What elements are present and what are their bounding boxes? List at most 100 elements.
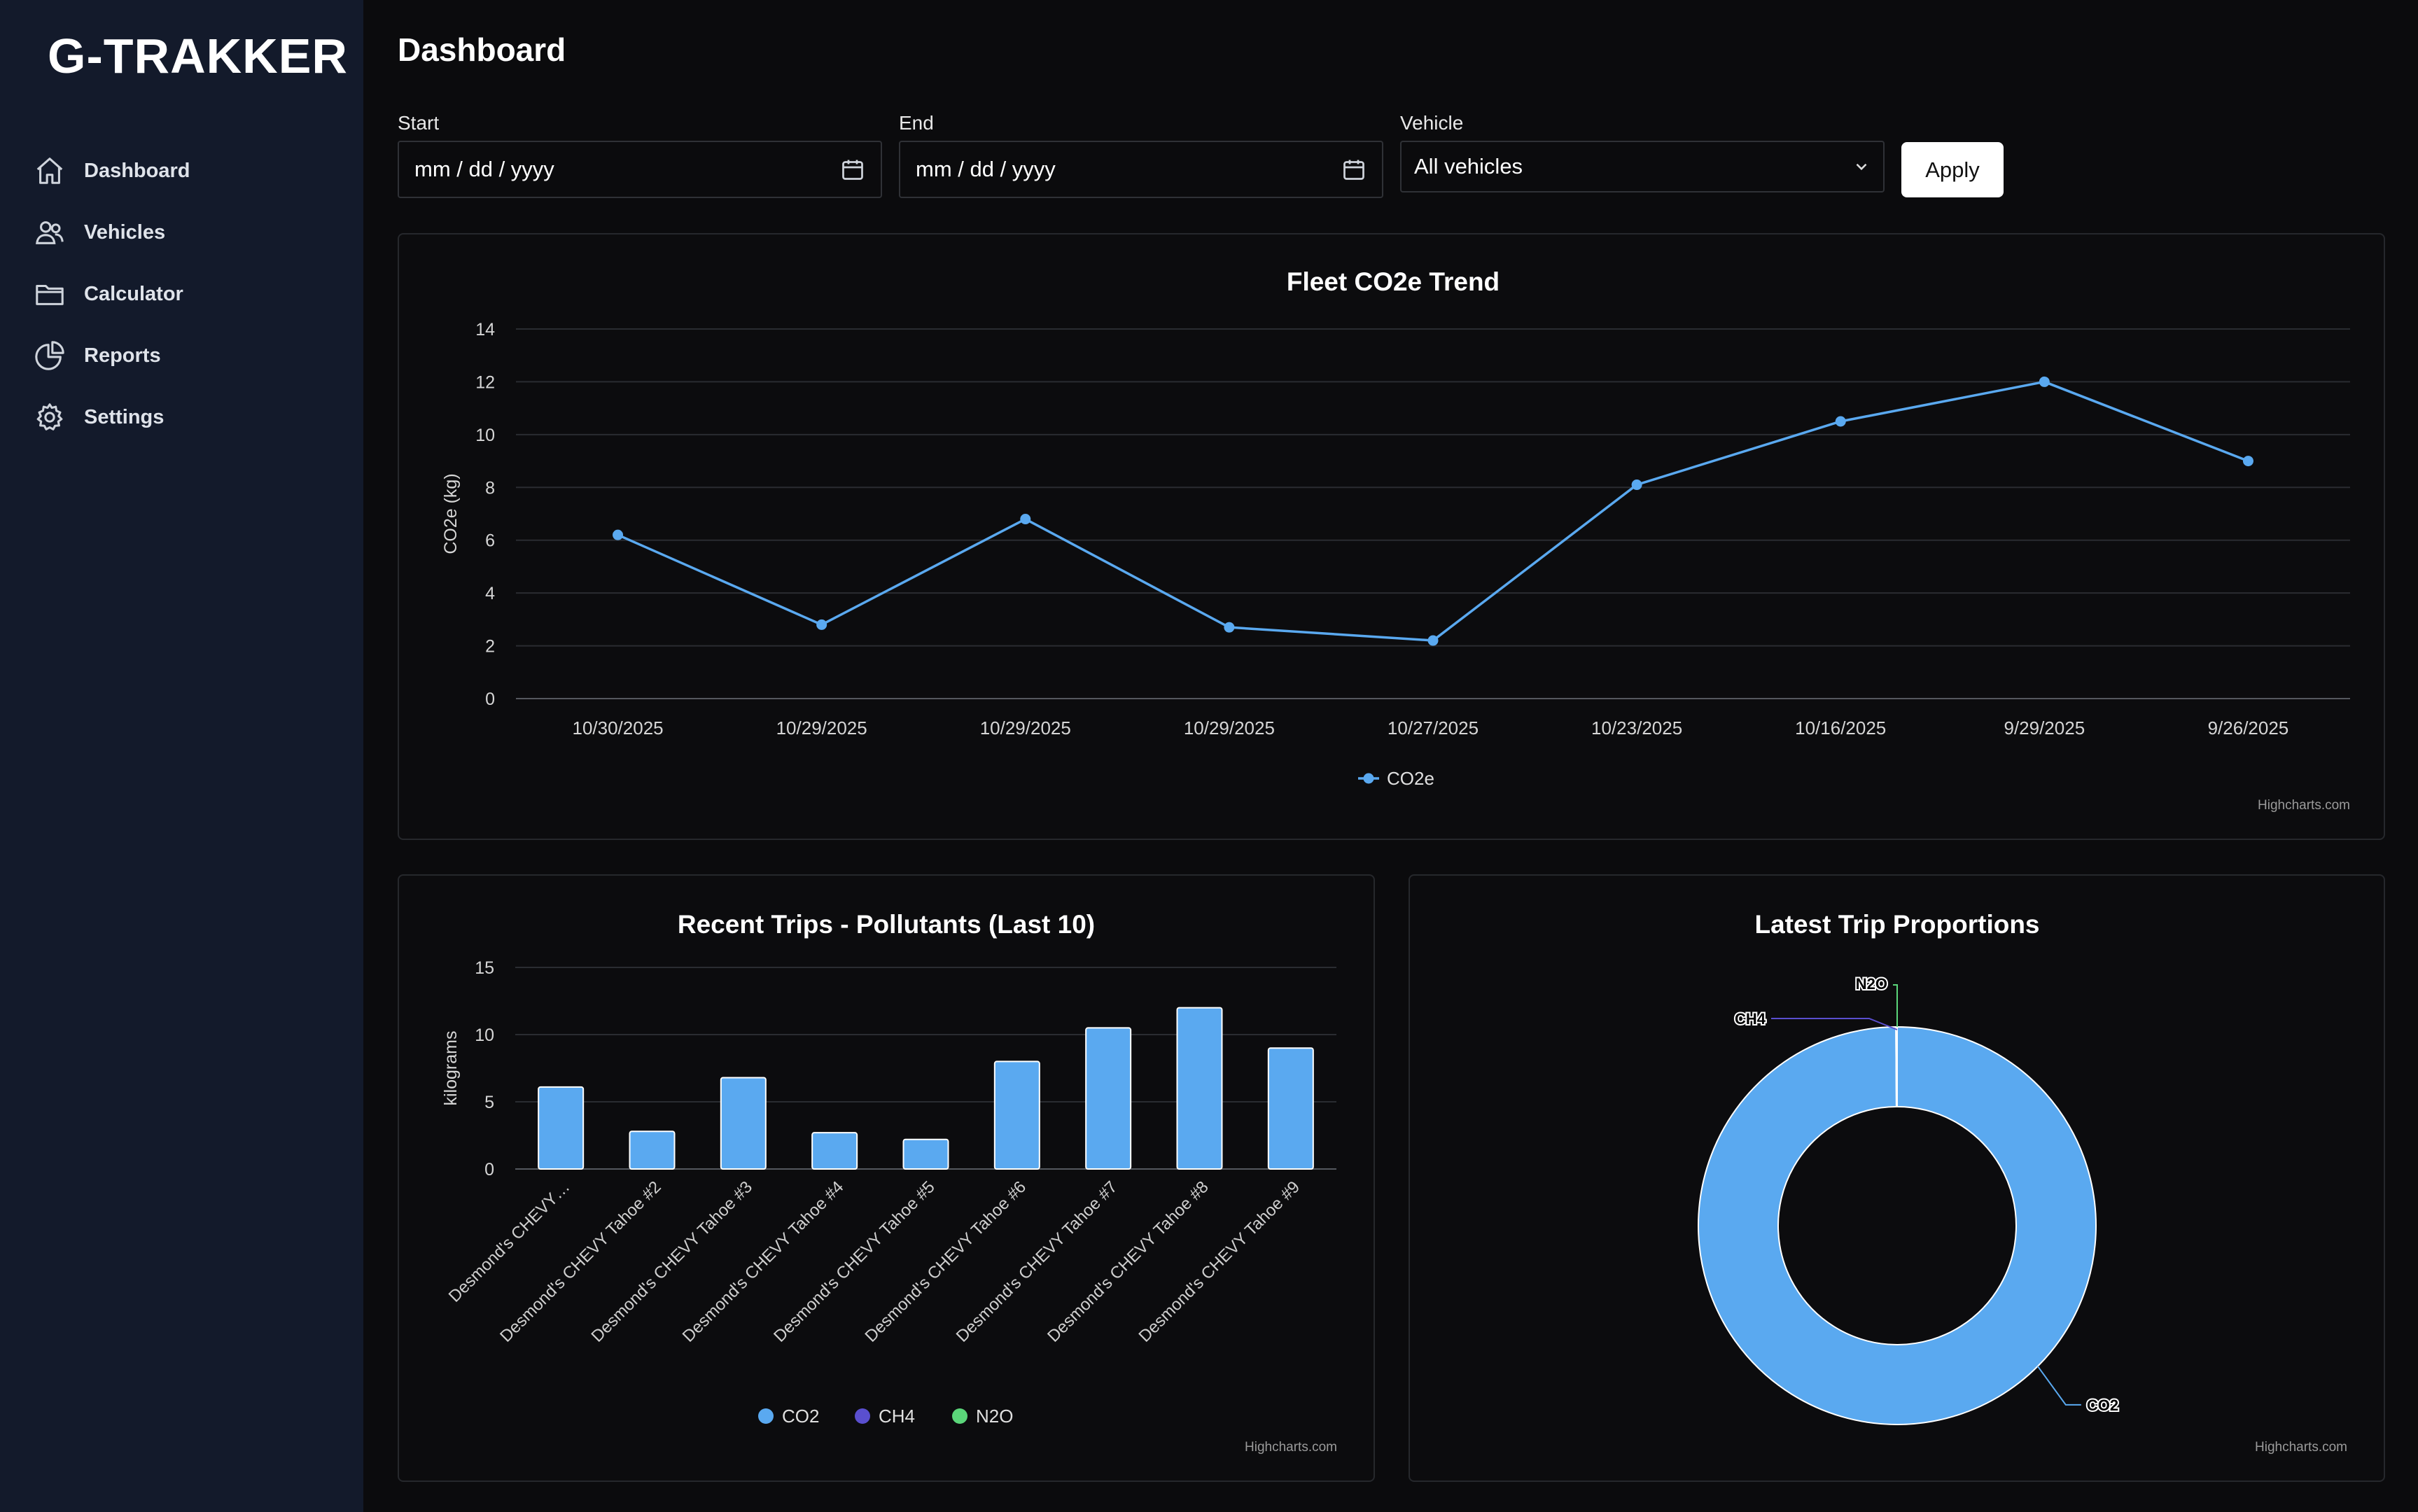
start-date-input[interactable]: mm / dd / yyyy (398, 141, 882, 198)
pie-chart-icon (35, 341, 64, 370)
sidebar-item-label: Reports (84, 344, 161, 367)
x-tick-label: 10/30/2025 (572, 718, 663, 738)
data-point (1835, 416, 1846, 427)
data-point (1020, 514, 1031, 525)
sidebar-item-calculator[interactable]: Calculator (34, 263, 342, 325)
y-tick-label: 2 (485, 637, 495, 657)
sidebar-item-label: Dashboard (84, 159, 190, 182)
y-tick-label: 12 (475, 372, 495, 392)
y-tick-label: 0 (484, 1160, 494, 1180)
recent-trips-card: Recent Trips - Pollutants (Last 10) 0 5 10 1… (398, 874, 1375, 1482)
y-tick-label: 10 (475, 426, 495, 445)
x-tick-label: 10/29/2025 (980, 718, 1071, 738)
x-tick-label: 9/26/2025 (2208, 718, 2289, 738)
legend-marker (952, 1408, 967, 1424)
vehicle-select-value: All vehicles (1414, 154, 1523, 178)
end-date-value: mm / dd / yyyy (916, 157, 1056, 181)
legend-marker (1363, 773, 1374, 784)
legend-marker (855, 1408, 870, 1424)
brand-logo: G-TRAKKER (48, 29, 348, 83)
calendar-icon[interactable] (1341, 157, 1367, 182)
y-tick-label: 0 (485, 690, 495, 709)
legend-label: CH4 (879, 1406, 915, 1427)
sidebar: G-TRAKKER Dashboard Vehicles Calculator … (0, 0, 363, 1512)
x-tick-label: Desmond's CHEVY Tahoe #5 (770, 1177, 939, 1346)
credits-label: Highcharts.com (2258, 798, 2350, 813)
main-content: Dashboard Start mm / dd / yyyy End mm / … (363, 0, 2418, 1512)
bar-co2 (538, 1086, 585, 1170)
home-icon (36, 158, 63, 184)
vehicle-select[interactable]: All vehicles (1400, 141, 1885, 192)
sidebar-item-label: Vehicles (84, 220, 166, 244)
y-tick-label: 5 (484, 1093, 494, 1112)
data-point (1427, 635, 1439, 646)
x-tick-label: 10/27/2025 (1388, 718, 1479, 738)
connector-co2 (2037, 1366, 2081, 1406)
end-label: End (899, 112, 934, 134)
data-label-ch4: CH4 (1735, 1010, 1766, 1028)
y-tick-label: 4 (485, 584, 495, 603)
x-tick-label: 10/23/2025 (1591, 718, 1682, 738)
folder-icon (36, 284, 64, 305)
bar-co2 (902, 1138, 949, 1170)
x-tick-label: Desmond's CHEVY Tahoe #4 (679, 1177, 848, 1346)
end-date-input[interactable]: mm / dd / yyyy (899, 141, 1383, 198)
connector-ch4 (1771, 1018, 1898, 1030)
gear-icon (36, 403, 63, 430)
sidebar-item-dashboard[interactable]: Dashboard (34, 140, 342, 202)
credits-label: Highcharts.com (1245, 1440, 1337, 1455)
bar-co2 (629, 1130, 676, 1170)
sidebar-item-label: Calculator (84, 282, 183, 305)
legend-marker (758, 1408, 774, 1424)
donut-slice-n2o (1896, 1026, 1898, 1108)
data-point (2242, 456, 2253, 467)
sidebar-item-settings[interactable]: Settings (34, 386, 342, 448)
start-date-value: mm / dd / yyyy (414, 157, 554, 181)
start-label: Start (398, 112, 440, 134)
y-tick-label: 10 (475, 1026, 494, 1045)
bar-co2 (993, 1060, 1040, 1170)
y-tick-label: 14 (475, 320, 495, 340)
bar-co2 (1085, 1027, 1132, 1170)
x-tick-label: Desmond's CHEVY Tahoe #8 (1044, 1177, 1213, 1346)
bar-co2 (1176, 1007, 1223, 1170)
series-line-co2e (617, 380, 2249, 642)
data-label-co2: CO2 (2087, 1396, 2118, 1414)
data-point (1224, 622, 1235, 633)
chart-title: Fleet CO2e Trend (1287, 267, 1500, 296)
x-tick-label: Desmond's CHEVY Tahoe #6 (862, 1177, 1030, 1346)
connector-n2o (1893, 984, 1898, 1027)
legend-label: N2O (976, 1406, 1013, 1427)
x-tick-label: 9/29/2025 (2004, 718, 2085, 738)
chevron-down-icon (1856, 163, 1867, 171)
data-point (816, 619, 827, 630)
vehicle-label: Vehicle (1400, 112, 1464, 134)
chart-title: Recent Trips - Pollutants (Last 10) (678, 910, 1095, 939)
latest-trip-proportions-card: Latest Trip Proportions N2O CH4 CO2 Highchar… (1409, 874, 2385, 1482)
data-point (2039, 376, 2050, 387)
sidebar-item-reports[interactable]: Reports (34, 325, 342, 386)
fleet-co2e-trend-card: Fleet CO2e Trend 0 2 4 6 8 10 12 14 CO2e (kg) 10/3… (398, 233, 2385, 840)
bar-chart: Recent Trips - Pollutants (Last 10) 0 5 10 1… (441, 910, 1337, 1455)
x-tick-label: Desmond's CHEVY Tahoe #2 (496, 1177, 665, 1346)
donut-slice-co2 (1698, 1026, 2097, 1425)
chart-title: Latest Trip Proportions (1754, 910, 2039, 939)
credits-label: Highcharts.com (2255, 1440, 2347, 1455)
apply-button[interactable]: Apply (1901, 142, 2004, 197)
sidebar-nav: Dashboard Vehicles Calculator Reports Se… (34, 140, 342, 448)
x-tick-label: 10/16/2025 (1795, 718, 1886, 738)
x-tick-label: Desmond's CHEVY Tahoe #7 (953, 1177, 1121, 1346)
legend-label: CO2 (782, 1406, 819, 1427)
legend-label: CO2e (1387, 768, 1434, 789)
y-axis-label: CO2e (kg) (441, 473, 461, 554)
bar-co2 (1267, 1047, 1314, 1170)
y-tick-label: 6 (485, 531, 495, 551)
line-chart: Fleet CO2e Trend 0 2 4 6 8 10 12 14 CO2e (kg) 10/3… (441, 267, 2350, 813)
calendar-icon[interactable] (840, 157, 865, 182)
donut-chart: Latest Trip Proportions N2O CH4 CO2 Highchar… (1698, 910, 2347, 1455)
sidebar-item-vehicles[interactable]: Vehicles (34, 202, 342, 263)
x-tick-label: Desmond's CHEVY Tahoe #3 (588, 1177, 757, 1346)
y-tick-label: 15 (475, 958, 494, 978)
x-tick-label: Desmond's CHEVY Tahoe #9 (1135, 1177, 1304, 1346)
page-title: Dashboard (398, 31, 566, 68)
